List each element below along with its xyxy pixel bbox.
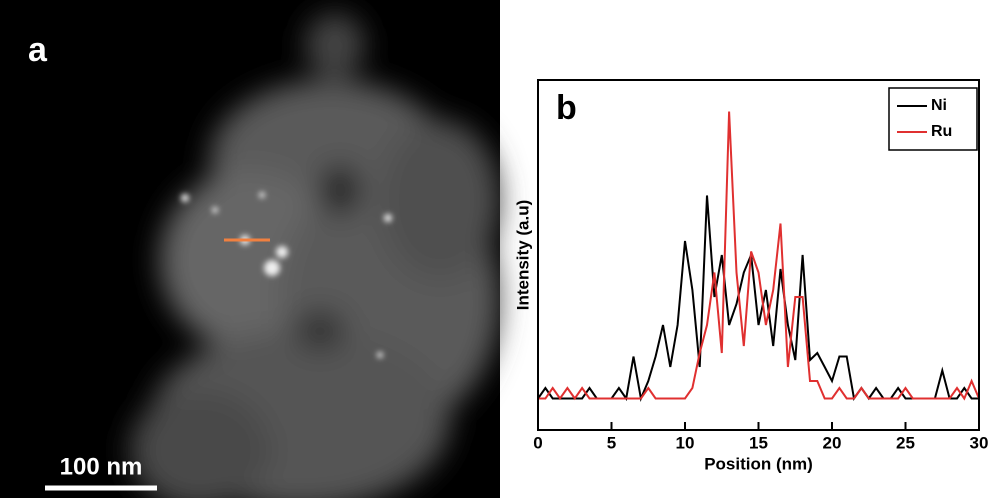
x-tick-label: 25 bbox=[896, 433, 915, 452]
scale-bar-label: 100 nm bbox=[60, 453, 143, 480]
x-tick-label: 5 bbox=[607, 433, 616, 452]
line-chart: 0 5 10 15 20 25 30 Position (nm) Intensity (a.u)… bbox=[513, 79, 989, 473]
x-tick-label: 15 bbox=[749, 433, 768, 452]
panel-label: b bbox=[556, 89, 577, 127]
series-line bbox=[538, 111, 980, 401]
legend-label: Ru bbox=[931, 123, 952, 140]
panel-label: a bbox=[28, 31, 48, 69]
x-axis-title: Position (nm) bbox=[704, 454, 813, 473]
legend-label: Ni bbox=[931, 97, 947, 114]
y-axis-title: Intensity (a.u) bbox=[513, 200, 532, 311]
x-tick-label: 20 bbox=[823, 433, 842, 452]
series-line bbox=[537, 195, 979, 403]
x-tick-label: 30 bbox=[970, 433, 989, 452]
micrograph: a 100 nm bbox=[0, 0, 500, 498]
plot-frame bbox=[537, 79, 980, 431]
x-tick-label: 0 bbox=[533, 433, 542, 452]
legend-box bbox=[888, 87, 978, 151]
x-tick-label: 10 bbox=[676, 433, 695, 452]
